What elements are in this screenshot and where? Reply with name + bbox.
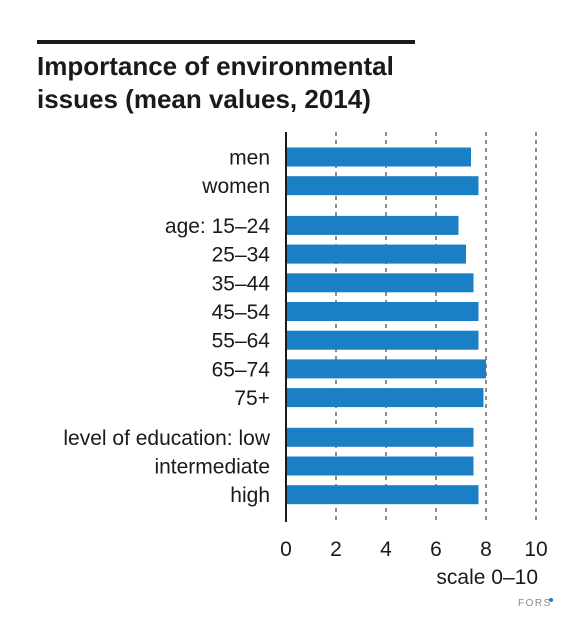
x-tick-label-10: 10 [524, 538, 547, 561]
category-label-6: 55–64 [212, 330, 271, 353]
bar-1 [286, 176, 479, 196]
x-axis: 0 2 4 6 8 10 scale 0–10 [280, 132, 548, 589]
x-tick-label-6: 6 [430, 538, 442, 561]
fors-logo: FORS [518, 598, 552, 609]
x-axis-label: scale 0–10 [436, 566, 538, 589]
x-tick-label-0: 0 [280, 538, 292, 561]
bar-9 [286, 427, 474, 447]
x-tick-label-8: 8 [480, 538, 492, 561]
bar-7 [286, 359, 486, 379]
title-rule [37, 40, 415, 44]
bar-3 [286, 244, 466, 264]
bar-5 [286, 302, 479, 321]
bar-4 [286, 273, 474, 293]
category-label-8: 75+ [234, 387, 270, 410]
category-label-5: 45–54 [212, 301, 271, 324]
chart-title: Importance of environmental issues (mean… [37, 51, 394, 114]
category-labels: men women age: 15–24 25–34 35–44 45–54 55–64 65… [63, 147, 270, 508]
category-label-4: 35–44 [212, 272, 271, 295]
category-label-0: men [229, 147, 270, 170]
bar-0 [286, 147, 471, 167]
x-tick-label-2: 2 [330, 538, 342, 561]
bar-8 [286, 388, 484, 408]
category-label-3: 25–34 [212, 244, 271, 267]
category-label-9: level of education: low [63, 427, 270, 450]
category-label-10: intermediate [154, 456, 270, 479]
grid-lines [335, 132, 537, 522]
category-label-1: women [201, 175, 270, 198]
bar-10 [286, 456, 474, 476]
category-label-11: high [230, 484, 270, 507]
bar-11 [286, 485, 479, 505]
x-tick-label-4: 4 [380, 538, 392, 561]
bar-2 [286, 215, 459, 235]
bar-6 [286, 330, 479, 350]
fors-logo-dot [549, 598, 553, 602]
bars [286, 147, 486, 505]
category-label-2: age: 15–24 [165, 215, 270, 238]
category-label-7: 65–74 [212, 358, 271, 381]
